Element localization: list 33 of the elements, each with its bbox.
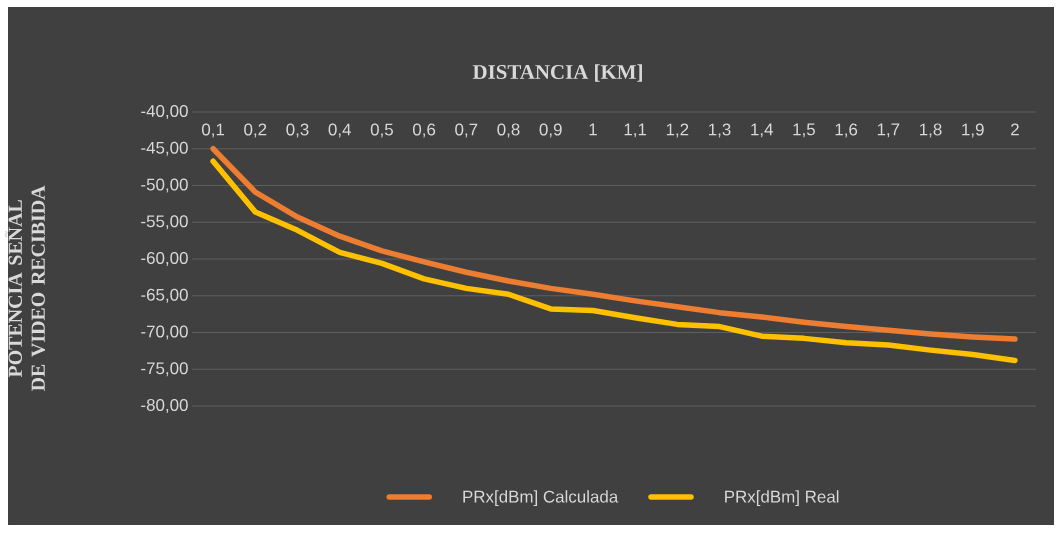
x-tick-label: 1,8 [920, 123, 942, 138]
x-tick-label: 1 [589, 123, 597, 136]
chart-title: DISTANCIA [KM] [472, 64, 642, 82]
x-tick-label: 1,9 [962, 123, 984, 138]
x-tick-label: 0,1 [201, 123, 225, 138]
x-tick-label: 1,1 [624, 123, 647, 138]
y-tick-label: -70,00 [141, 325, 188, 340]
legend-label: PRx[dBm] Real [725, 490, 839, 507]
x-tick-label: 1,2 [666, 123, 689, 138]
y-tick-label: -75,00 [141, 362, 188, 377]
x-tick-label: 0,2 [244, 123, 267, 138]
x-tick-label: 0,6 [412, 123, 436, 138]
y-tick-label: -80,00 [141, 398, 188, 413]
x-tick-label: 0,8 [497, 123, 520, 138]
x-tick-label: 1,7 [877, 123, 900, 138]
x-tick-label: 1,4 [751, 123, 773, 138]
y-tick-label: -60,00 [141, 251, 188, 266]
y-tick-label: -55,00 [141, 215, 188, 230]
x-tick-label: 0,4 [328, 123, 351, 138]
x-tick-label: 1,5 [793, 123, 815, 138]
x-tick-label: 0,9 [539, 123, 562, 138]
x-tick-label: 0,3 [286, 123, 309, 138]
x-tick-label: 0,5 [370, 123, 393, 138]
y-tick-label: -40,00 [141, 104, 188, 119]
legend-label: PRx[dBm] Calculada [463, 490, 619, 507]
x-tick-label: 0,7 [455, 123, 478, 138]
y-axis-title: POTENCIA SEÑAL DE VIDEO RECIBIDA [4, 185, 46, 392]
y-tick-label: -45,00 [141, 141, 188, 156]
y-tick-label: -65,00 [141, 288, 188, 303]
y-tick-label: -50,00 [141, 178, 188, 193]
x-tick-label: 1,3 [709, 123, 731, 138]
x-tick-label: 1,6 [835, 123, 858, 138]
x-tick-label: 2 [1011, 123, 1019, 136]
